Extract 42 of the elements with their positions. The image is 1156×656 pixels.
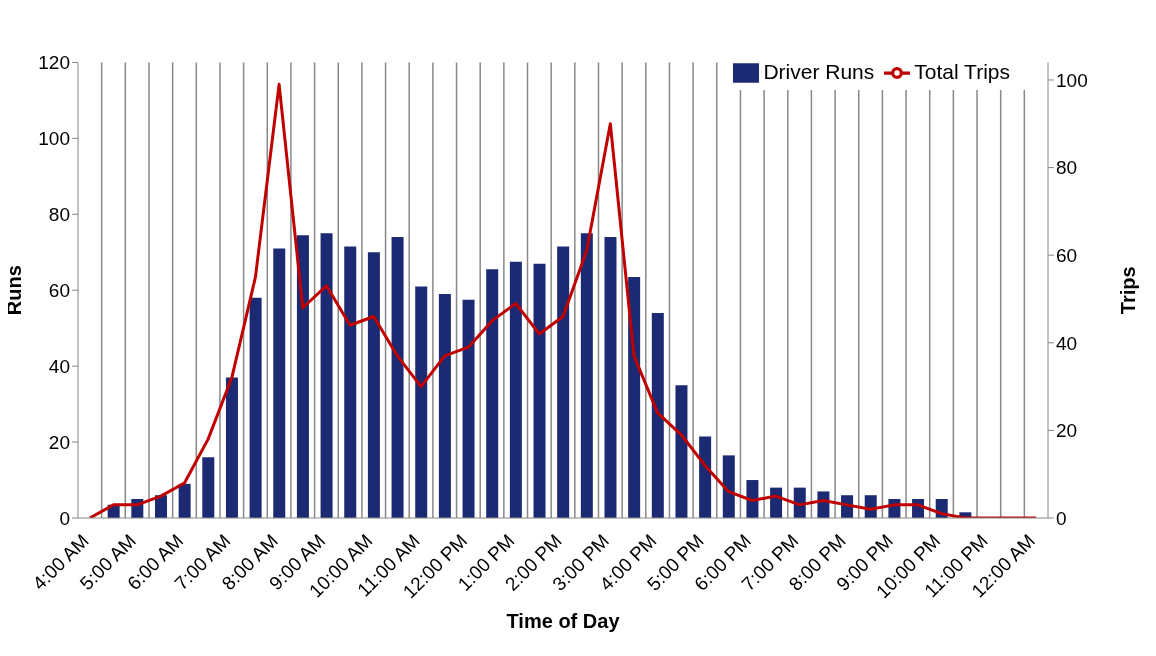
bar bbox=[415, 286, 428, 518]
bar bbox=[202, 457, 215, 518]
bar bbox=[509, 261, 522, 518]
bar bbox=[178, 483, 191, 518]
bar bbox=[320, 233, 333, 518]
bar bbox=[249, 297, 262, 518]
y-axis-title: Runs bbox=[3, 265, 26, 316]
y2-tick-label: 20 bbox=[1056, 420, 1078, 442]
y2-tick-label: 40 bbox=[1056, 332, 1078, 354]
bar bbox=[580, 233, 593, 518]
y2-tick-label: 100 bbox=[1056, 69, 1088, 91]
bar bbox=[296, 235, 309, 518]
legend-label: Total Trips bbox=[914, 60, 1010, 83]
bar bbox=[367, 252, 380, 518]
bar bbox=[391, 237, 404, 518]
y-tick-label: 0 bbox=[59, 507, 70, 529]
bar bbox=[628, 276, 641, 518]
y2-axis-title: Trips bbox=[1117, 266, 1140, 315]
y-tick-label: 120 bbox=[38, 52, 70, 74]
bar bbox=[557, 246, 570, 518]
bar bbox=[722, 455, 735, 518]
y2-tick-label: 60 bbox=[1056, 244, 1078, 266]
y-tick-label: 40 bbox=[48, 355, 70, 377]
legend-label: Driver Runs bbox=[763, 60, 875, 83]
bar bbox=[533, 263, 546, 518]
y-tick-label: 60 bbox=[48, 279, 70, 301]
bar bbox=[438, 294, 451, 518]
bar bbox=[273, 248, 286, 518]
y-tick-label: 80 bbox=[48, 204, 70, 226]
bar bbox=[675, 385, 688, 518]
y-tick-label: 100 bbox=[38, 128, 70, 150]
bar bbox=[651, 313, 664, 518]
bar bbox=[344, 246, 357, 518]
y-tick-label: 20 bbox=[48, 431, 70, 453]
bar bbox=[699, 436, 712, 518]
y2-tick-label: 0 bbox=[1056, 507, 1067, 529]
y2-tick-label: 80 bbox=[1056, 157, 1078, 179]
bar bbox=[225, 377, 238, 518]
x-axis-title: Time of Day bbox=[506, 610, 621, 632]
bar bbox=[486, 269, 499, 518]
bar bbox=[604, 237, 617, 518]
bar bbox=[462, 299, 475, 518]
